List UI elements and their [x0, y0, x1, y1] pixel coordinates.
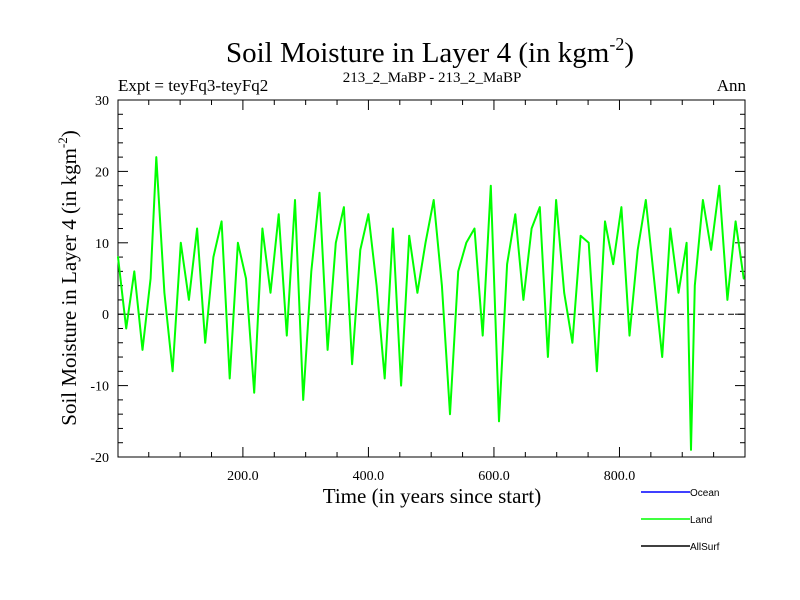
subtitle-period: 213_2_MaBP - 213_2_MaBP — [343, 70, 522, 86]
series-group — [117, 156, 745, 451]
x-tick-label: 200.0 — [227, 469, 259, 484]
x-tick-label: 800.0 — [604, 469, 636, 484]
y-tick-label: 20 — [95, 165, 109, 180]
legend-label-land: Land — [690, 515, 712, 526]
legend: Ocean Land AllSurf — [641, 488, 720, 553]
y-tick-label: -20 — [90, 451, 109, 466]
x-tick-label: 400.0 — [353, 469, 385, 484]
axis-tick-labels: 200.0 400.0 600.0 800.0 -20 -10 0 10 20 30 — [90, 94, 635, 484]
subtitle-experiment: Expt = teyFq3-teyFq2 — [118, 76, 268, 95]
legend-label-ocean: Ocean — [690, 488, 719, 499]
x-axis-label: Time (in years since start) — [323, 484, 542, 508]
y-tick-label: 0 — [102, 308, 109, 323]
legend-label-allsurf: AllSurf — [690, 542, 720, 553]
x-tick-label: 600.0 — [478, 469, 510, 484]
y-tick-label: -10 — [90, 380, 109, 395]
series-line-land — [117, 156, 745, 451]
y-tick-label: 10 — [95, 237, 109, 252]
subtitle-season: Ann — [717, 76, 747, 95]
y-axis-label: Soil Moisture in Layer 4 (in kgm-2) — [55, 130, 81, 425]
y-tick-label: 30 — [95, 94, 109, 109]
chart-title: Soil Moisture in Layer 4 (in kgm-2) — [226, 34, 634, 69]
